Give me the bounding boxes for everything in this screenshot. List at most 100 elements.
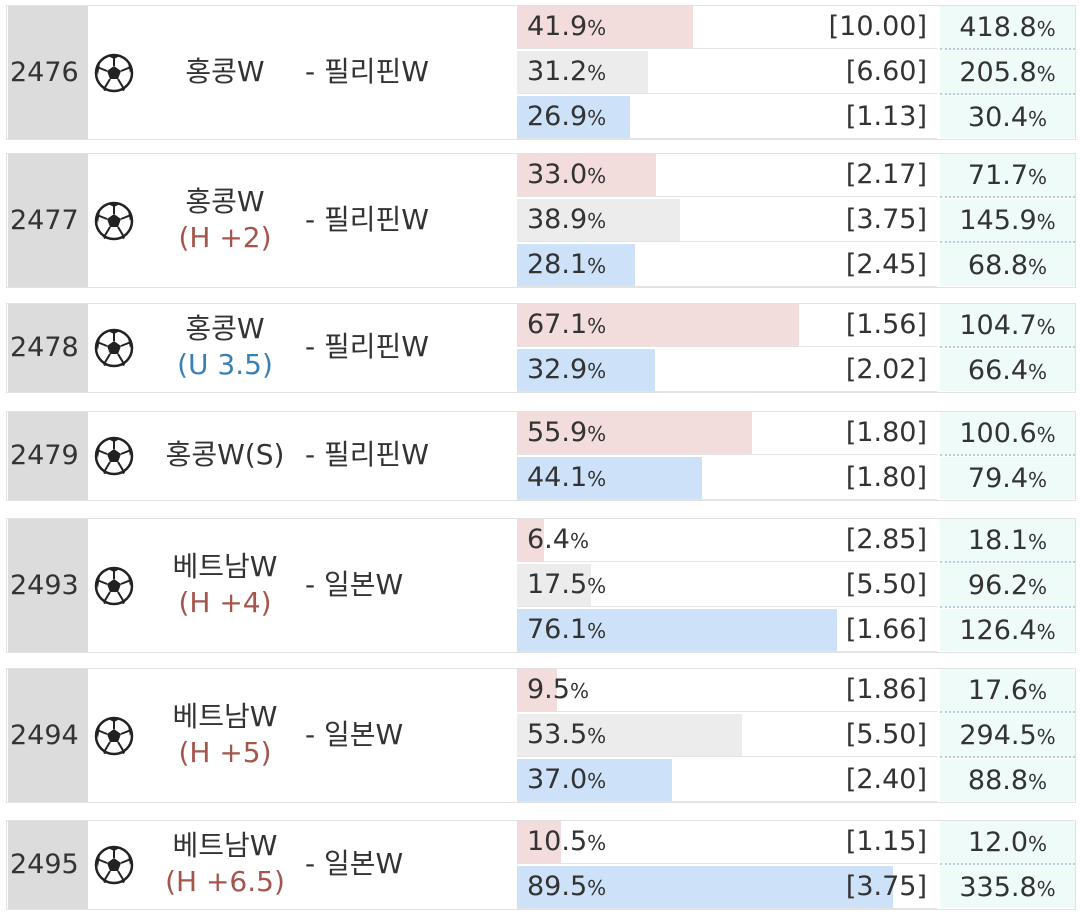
- id-cell: [8, 669, 88, 802]
- away-team: - 필리핀W: [305, 202, 429, 236]
- pct-text: 31.2%: [527, 58, 606, 85]
- pct-value: 44.1: [527, 462, 588, 493]
- odds: [3.75]: [845, 204, 927, 235]
- return-cell: [940, 96, 1075, 138]
- id-cell: [8, 412, 88, 500]
- soccer-icon: [94, 845, 134, 889]
- return-value: 18.1: [967, 525, 1029, 556]
- pct-cell: [517, 519, 937, 562]
- share-bar: [517, 349, 656, 391]
- home-team: 베트남W: [172, 829, 278, 862]
- return-value: 126.4: [959, 615, 1037, 646]
- return-unit: %: [1028, 107, 1048, 131]
- share-bar: [517, 154, 656, 196]
- pct-value: 37.0: [527, 764, 588, 795]
- return-text: 205.8%: [940, 59, 1075, 86]
- return-value: 100.6: [959, 418, 1037, 449]
- share-bar: [517, 51, 649, 93]
- return-text: 71.7%: [940, 162, 1075, 189]
- match-id: 2493: [10, 569, 79, 601]
- id-cell: [8, 6, 88, 139]
- return-value: 335.8: [959, 872, 1037, 903]
- return-unit: %: [1036, 620, 1056, 644]
- match-id: 2477: [10, 204, 79, 236]
- home-team: 홍콩W: [185, 312, 265, 345]
- pct-unit: %: [587, 831, 607, 855]
- return-text: 12.0%: [940, 829, 1075, 856]
- pct-text: 53.5%: [527, 721, 606, 748]
- pct-value: 9.5: [527, 674, 570, 705]
- return-unit: %: [1028, 468, 1048, 492]
- return-value: 79.4: [967, 463, 1029, 494]
- share-bar: [517, 96, 630, 138]
- pct-value: 41.9: [527, 11, 588, 42]
- return-text: 145.9%: [940, 207, 1075, 234]
- return-value: 294.5: [959, 720, 1037, 751]
- match-id: 2478: [10, 332, 79, 363]
- return-unit: %: [1028, 530, 1048, 554]
- return-text: 294.5%: [940, 722, 1075, 749]
- handicap: (H +2): [178, 220, 272, 254]
- odds: [1.56]: [845, 309, 927, 340]
- away-team: - 일본W: [305, 717, 404, 751]
- id-cell: [8, 821, 88, 909]
- pct-unit: %: [587, 876, 607, 900]
- return-unit: %: [1028, 832, 1048, 856]
- share-bar: [517, 669, 557, 711]
- return-value: 68.8: [967, 250, 1029, 281]
- pct-unit: %: [587, 254, 607, 278]
- id-cell: [8, 304, 88, 392]
- return-text: 88.8%: [940, 767, 1075, 794]
- return-unit: %: [1028, 255, 1048, 279]
- return-cell: [940, 866, 1075, 908]
- return-unit: %: [1036, 210, 1056, 234]
- return-cell: [940, 349, 1075, 391]
- pct-value: 10.5: [527, 826, 588, 857]
- pct-unit: %: [587, 209, 607, 233]
- pct-text: 6.4%: [527, 526, 589, 553]
- return-text: 79.4%: [940, 465, 1075, 492]
- return-value: 418.8: [959, 12, 1037, 43]
- pct-value: 76.1: [527, 614, 588, 645]
- pct-text: 76.1%: [527, 616, 606, 643]
- odds: [1.15]: [845, 826, 927, 857]
- return-text: 18.1%: [940, 527, 1075, 554]
- pct-text: 33.0%: [527, 161, 606, 188]
- odds: [2.85]: [845, 524, 927, 555]
- return-value: 30.4: [967, 102, 1029, 133]
- return-text: 30.4%: [940, 104, 1075, 131]
- pct-value: 89.5: [527, 871, 588, 902]
- pct-unit: %: [587, 769, 607, 793]
- odds: [6.60]: [845, 56, 927, 87]
- pct-value: 67.1: [527, 309, 588, 340]
- return-unit: %: [1028, 770, 1048, 794]
- id-cell: [8, 519, 88, 652]
- odds: [5.50]: [845, 719, 927, 750]
- handicap: (H +4): [178, 585, 272, 619]
- pct-value: 31.2: [527, 56, 588, 87]
- return-value: 88.8: [967, 765, 1029, 796]
- pct-value: 6.4: [527, 524, 570, 555]
- return-value: 145.9: [959, 205, 1037, 236]
- pct-unit: %: [587, 619, 607, 643]
- handicap: (U 3.5): [177, 348, 273, 381]
- away-team: - 필리핀W: [305, 330, 429, 363]
- return-unit: %: [1036, 62, 1056, 86]
- match-id: 2495: [10, 849, 79, 880]
- soccer-icon: [94, 53, 134, 97]
- return-unit: %: [1036, 725, 1056, 749]
- pct-text: 44.1%: [527, 464, 606, 491]
- return-cell: [940, 304, 1075, 348]
- soccer-icon: [94, 566, 134, 610]
- return-cell: [940, 412, 1075, 456]
- pct-text: 9.5%: [527, 676, 589, 703]
- share-bar: [517, 866, 893, 908]
- share-bar: [517, 412, 752, 454]
- share-bar: [517, 457, 703, 499]
- return-cell: [940, 669, 1075, 713]
- pct-value: 33.0: [527, 159, 588, 190]
- id-cell: [8, 154, 88, 287]
- share-bar: [517, 6, 693, 48]
- pct-value: 26.9: [527, 101, 588, 132]
- return-cell: [940, 6, 1075, 50]
